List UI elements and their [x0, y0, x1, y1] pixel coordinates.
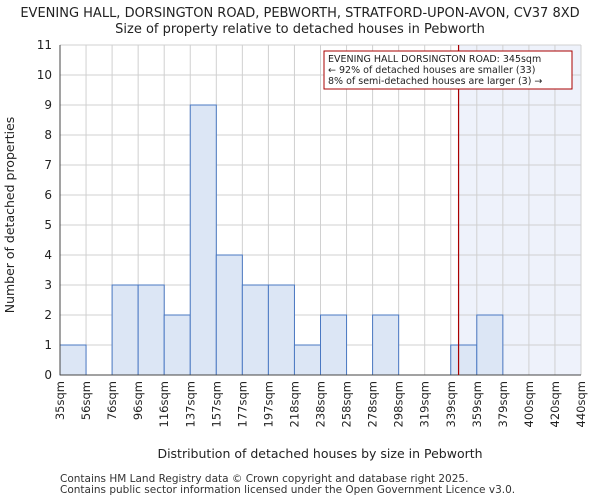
- chart-title: EVENING HALL, DORSINGTON ROAD, PEBWORTH,…: [20, 6, 580, 21]
- y-tick-label: 7: [44, 158, 52, 172]
- y-tick-label: 1: [44, 338, 52, 352]
- bar-278sqm: [372, 314, 400, 376]
- bar-157sqm: [215, 254, 243, 376]
- bar-238sqm: [320, 314, 348, 376]
- x-tick-label: 96sqm: [131, 381, 145, 420]
- annotation-line-3: 8% of semi-detached houses are larger (3…: [328, 76, 542, 87]
- bar-96sqm: [137, 284, 165, 376]
- x-tick-label: 56sqm: [79, 381, 93, 420]
- x-tick-label: 298sqm: [392, 381, 406, 427]
- chart-subtitle: Size of property relative to detached ho…: [115, 22, 485, 37]
- bar-177sqm: [241, 284, 269, 376]
- x-tick-label: 278sqm: [366, 381, 380, 427]
- annotation-line-2: ← 92% of detached houses are smaller (33…: [328, 65, 535, 76]
- bar-339sqm: [450, 344, 478, 376]
- x-tick-label: 137sqm: [183, 381, 197, 427]
- y-tick-label: 0: [44, 368, 52, 382]
- y-tick-label: 2: [44, 308, 52, 322]
- y-tick-label: 3: [44, 278, 52, 292]
- y-tick-label: 6: [44, 188, 52, 202]
- bar-137sqm: [189, 104, 217, 376]
- bar-218sqm: [293, 344, 322, 376]
- y-tick-label: 11: [37, 38, 52, 52]
- x-tick-label: 218sqm: [287, 381, 301, 427]
- x-tick-label: 157sqm: [209, 381, 223, 427]
- footer-copyright: Contains HM Land Registry data © Crown c…: [60, 473, 469, 485]
- x-axis-label: Distribution of detached houses by size …: [157, 446, 482, 461]
- annotation-line-1: EVENING HALL DORSINGTON ROAD: 345sqm: [328, 54, 541, 65]
- x-tick-label: 76sqm: [105, 381, 119, 420]
- footer-licence: Contains public sector information licen…: [60, 484, 516, 496]
- bar-197sqm: [267, 284, 295, 376]
- x-tick-label: 379sqm: [496, 381, 510, 427]
- x-tick-label: 238sqm: [314, 381, 328, 427]
- x-tick-label: 339sqm: [444, 381, 458, 427]
- x-tick-label: 197sqm: [261, 381, 275, 427]
- x-tick-label: 177sqm: [235, 381, 249, 427]
- x-tick-label: 359sqm: [470, 381, 484, 427]
- annotation-box: [323, 50, 573, 90]
- x-tick-label: 258sqm: [340, 381, 354, 427]
- y-tick-label: 10: [37, 68, 52, 82]
- y-tick-label: 5: [44, 218, 52, 232]
- y-axis-label: Number of detached properties: [2, 117, 17, 314]
- x-tick-label: 35sqm: [53, 381, 67, 420]
- bar-116sqm: [163, 314, 191, 376]
- bar-76sqm: [111, 284, 139, 376]
- x-tick-label: 420sqm: [548, 381, 562, 427]
- x-tick-label: 116sqm: [157, 381, 171, 427]
- y-tick-label: 4: [44, 248, 52, 262]
- y-tick-label: 9: [44, 98, 52, 112]
- x-tick-label: 440sqm: [574, 381, 588, 427]
- x-tick-label: 400sqm: [522, 381, 536, 427]
- bar-359sqm: [476, 314, 504, 376]
- y-tick-label: 8: [44, 128, 52, 142]
- bar-35sqm: [59, 344, 87, 376]
- x-tick-label: 319sqm: [418, 381, 432, 427]
